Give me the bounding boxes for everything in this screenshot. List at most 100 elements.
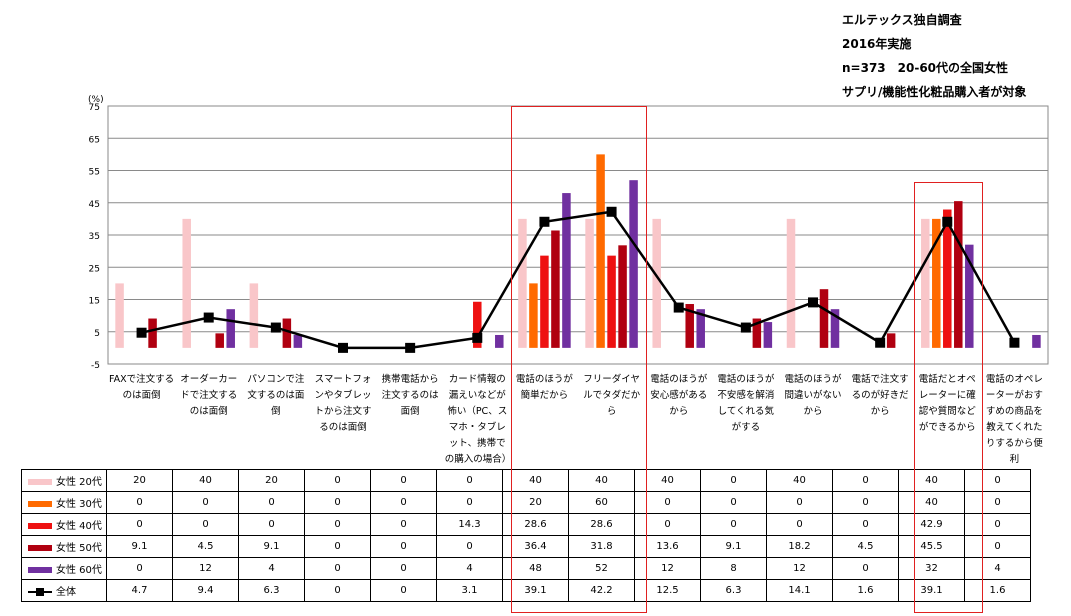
bar-1-11: [786, 218, 796, 348]
bar-4-9: [685, 304, 694, 348]
total-marker-2: [203, 312, 214, 323]
y-tick-label: 75: [89, 103, 100, 113]
y-tick-label: 25: [89, 264, 100, 274]
category-label: 電話だとオペレーターに確認や質問などができるから: [918, 374, 976, 433]
table-cell: 40: [898, 491, 965, 514]
table-cell: 13.6: [634, 535, 701, 558]
table-cell: 9.1: [238, 535, 305, 558]
table-cell: 39.1: [502, 579, 569, 602]
category-label: 電話のほうが安心感があるから: [650, 374, 708, 417]
table-cell: 0: [106, 491, 173, 514]
legend-swatch: [28, 479, 52, 485]
survey-note: エルテックス独自調査 2016年実施 n=373 20-60代の全国女性 サプリ…: [842, 8, 1026, 104]
table-cell: 0: [304, 469, 371, 492]
table-cell: 0: [832, 469, 899, 492]
total-marker-11: [808, 297, 818, 308]
table-cell: 4: [238, 557, 305, 580]
table-cell: 0: [436, 491, 503, 514]
table-cell: 4: [436, 557, 503, 580]
table-cell: 0: [766, 513, 833, 536]
bar-2-8: [596, 154, 605, 348]
category-label: フリーダイヤルでタダだから: [583, 374, 641, 417]
bar-3-6: [473, 301, 482, 348]
category-label: パソコンで注文するのは面倒: [247, 374, 305, 417]
y-tick-label: 15: [89, 297, 100, 307]
category-label: 電話のほうが不安感を解消してくれる気がする: [717, 374, 775, 433]
series-name: 女性 40代: [56, 521, 102, 532]
legend-swatch: [28, 545, 52, 551]
total-marker-1: [136, 327, 147, 338]
table-cell: 1.6: [964, 579, 1031, 602]
table-cell: 8: [700, 557, 767, 580]
table-cell: 0: [304, 513, 371, 536]
bar-1-2: [182, 218, 191, 348]
table-cell: 0: [370, 535, 437, 558]
table-row-header: 全体: [21, 579, 107, 602]
table-cell: 12: [634, 557, 701, 580]
table-row: 女性 50代 9.1 4.5 9.1 0 0 0 36.4 31.8 13.6 9.1 18.2 4.5…: [21, 535, 1031, 558]
legend-swatch: [28, 567, 52, 573]
bar-1-7: [518, 218, 527, 348]
total-marker-7: [539, 216, 550, 227]
table-cell: 0: [832, 513, 899, 536]
total-marker-13: [942, 216, 953, 227]
total-marker-3: [270, 322, 281, 333]
table-cell: 32: [898, 557, 965, 580]
bar-5-11: [830, 309, 840, 348]
table-cell: 20: [502, 491, 569, 514]
table-cell: 4: [964, 557, 1031, 580]
table-cell: 6.3: [238, 579, 305, 602]
legend-swatch: [28, 587, 52, 597]
bar-3-8: [607, 255, 616, 348]
table-cell: 48: [502, 557, 569, 580]
table-cell: 0: [964, 513, 1031, 536]
bar-5-2: [226, 309, 235, 348]
table-cell: 0: [370, 491, 437, 514]
table-cell: 9.1: [106, 535, 173, 558]
table-cell: 52: [568, 557, 635, 580]
bar-5-3: [293, 334, 303, 348]
table-cell: 28.6: [568, 513, 635, 536]
bar-4-10: [752, 318, 762, 348]
table-cell: 0: [370, 579, 437, 602]
total-marker-5: [405, 342, 416, 353]
table-cell: 12: [766, 557, 833, 580]
bar-1-3: [249, 283, 259, 348]
table-cell: 6.3: [700, 579, 767, 602]
total-marker-6: [472, 332, 483, 343]
table-cell: 9.4: [172, 579, 239, 602]
bar-5-6: [495, 334, 504, 348]
table-cell: 20: [106, 469, 173, 492]
table-cell: 0: [832, 491, 899, 514]
total-line: [141, 210, 1016, 350]
table-cell: 0: [436, 535, 503, 558]
table-cell: 0: [304, 579, 371, 602]
category-label: FAXで注文するのは面倒: [109, 374, 175, 401]
bar-3-7: [540, 255, 549, 348]
data-table: 女性 20代 20 40 20 0 0 0 40 40 40 0 40 0 40 0 女性 30代 0 0 0 0 0 0…: [21, 469, 1031, 602]
category-label: オーダーカードで注文するのは面倒: [180, 374, 238, 417]
category-label: カード情報の漏えいなどが怖い（PC、スマホ・タブレット、携帯での購入の場合）: [444, 374, 510, 465]
table-row: 女性 20代 20 40 20 0 0 0 40 40 40 0 40 0 40 0: [21, 469, 1031, 492]
bar-4-11: [819, 289, 829, 348]
table-cell: 0: [370, 513, 437, 536]
table-row-header: 女性 60代: [21, 557, 107, 580]
y-axis-unit: (%): [88, 95, 104, 105]
table-cell: 4.5: [172, 535, 239, 558]
table-cell: 0: [700, 469, 767, 492]
y-tick-label: 55: [89, 168, 100, 178]
bar-4-3: [282, 318, 292, 348]
table-row-header: 女性 40代: [21, 513, 107, 536]
table-cell: 9.1: [700, 535, 767, 558]
bar-1-8: [585, 218, 594, 348]
total-marker-12: [875, 337, 886, 348]
survey-note-line: サプリ/機能性化粧品購入者が対象: [842, 85, 1027, 99]
table-cell: 0: [700, 491, 767, 514]
table-cell: 0: [370, 557, 437, 580]
table-cell: 3.1: [436, 579, 503, 602]
category-label: 電話のオペレーターがおすすめの商品を教えてくれたりするから便利: [985, 374, 1043, 465]
table-cell: 20: [238, 469, 305, 492]
table-row-header: 女性 30代: [21, 491, 107, 514]
bar-5-10: [763, 322, 773, 348]
table-cell: 40: [502, 469, 569, 492]
